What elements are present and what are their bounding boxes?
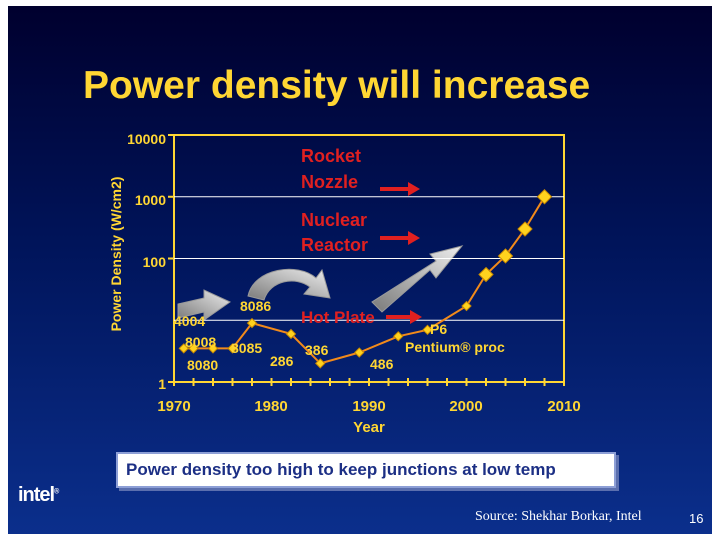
processor-label: 8086 [240, 298, 271, 314]
processor-label: 8008 [185, 334, 216, 350]
data-point [517, 221, 533, 237]
x-tick-label: 1990 [352, 398, 385, 415]
data-markers [178, 189, 553, 369]
annotation-reactor: Reactor [301, 235, 368, 255]
trend-arrow-curved [247, 268, 331, 301]
x-tick-label: 1980 [254, 398, 287, 415]
intel-logo: intel® [18, 484, 59, 507]
red-arrow-rocket [380, 182, 420, 196]
x-axis-title: Year [353, 419, 385, 436]
data-point [227, 343, 238, 354]
trend-arrows [177, 245, 464, 321]
processor-label: 486 [370, 356, 394, 372]
source-credit: Source: Shekhar Borkar, Intel [475, 509, 642, 524]
data-point [207, 343, 219, 354]
trend-arrow-left [177, 289, 232, 321]
trend-arrow-right [371, 245, 464, 313]
processor-label: Pentium® proc [405, 339, 505, 355]
data-point [536, 189, 553, 205]
data-point [478, 266, 494, 283]
annotation-rocket: Rocket [301, 146, 361, 166]
data-point [393, 331, 404, 342]
annotation-nuclear: Nuclear [301, 210, 367, 230]
processor-label: 286 [270, 353, 294, 369]
y-axis-title: Power Density (W/cm2) [108, 177, 124, 332]
data-point [354, 347, 365, 358]
intel-logo-text: intel [18, 484, 55, 506]
callout-box: Power density too high to keep junctions… [116, 452, 616, 488]
data-point [178, 343, 189, 354]
processor-label: 8080 [187, 357, 218, 373]
red-arrow-hot-plate [386, 310, 422, 324]
processor-label: P6 [430, 321, 447, 337]
slide-title: Power density will increase [83, 64, 591, 107]
y-tick-labels: 1 100 1000 10000 [127, 131, 166, 392]
data-point [461, 300, 472, 312]
y-tick-label: 10000 [127, 131, 166, 147]
x-tick-label: 2000 [449, 398, 482, 415]
reference-lines [174, 196, 564, 321]
data-point [188, 343, 199, 354]
data-point [422, 324, 433, 336]
data-point [497, 248, 514, 264]
x-tick-labels: 1970 1980 1990 2000 2010 [157, 398, 580, 415]
data-point [315, 358, 326, 369]
annotation-hot-plate: Hot Plate [301, 308, 375, 327]
slide: Power density will increase 1 100 1000 [8, 6, 712, 534]
y-tick-label: 100 [143, 254, 167, 270]
reference-annotations: Rocket Nozzle Nuclear Reactor Hot Plate [301, 146, 422, 327]
y-tick-label: 1000 [135, 192, 166, 208]
registered-mark: ® [54, 488, 60, 496]
processor-label: 8085 [231, 340, 262, 356]
page-number: 16 [689, 511, 704, 526]
axis-ticks [168, 134, 565, 386]
processor-labels: 4004 8008 8080 8085 8086 286 386 486 P6 … [174, 298, 505, 373]
data-point [285, 328, 297, 340]
x-tick-label: 2010 [547, 398, 580, 415]
y-tick-label: 1 [158, 376, 166, 392]
x-tick-label: 1970 [157, 398, 190, 415]
processor-label: 386 [305, 342, 329, 358]
annotation-nozzle: Nozzle [301, 172, 358, 192]
power-density-chart: 1 100 1000 10000 1970 1980 1990 2000 201… [108, 131, 581, 436]
processor-label: 4004 [174, 313, 205, 329]
data-point [246, 317, 258, 329]
red-arrow-reactor [380, 231, 420, 245]
